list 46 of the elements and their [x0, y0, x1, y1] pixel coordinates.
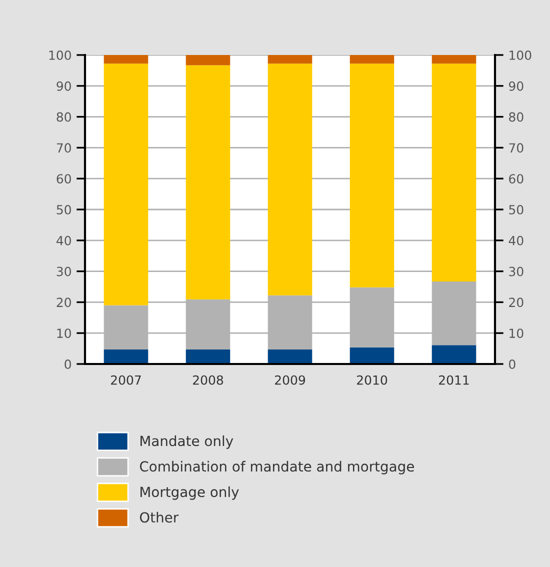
- x-tick-label: 2010: [357, 375, 388, 385]
- y-tick-label: 70: [56, 143, 71, 153]
- legend-label: Other: [140, 512, 179, 523]
- bar: [350, 347, 394, 364]
- y2-tick-label: 70: [509, 143, 524, 153]
- y-tick-label: 90: [56, 81, 71, 91]
- legend-label: Mandate only: [140, 435, 234, 449]
- y2-tick-label: 100: [510, 50, 532, 60]
- y2-tick-label: 10: [510, 328, 524, 338]
- y2-tick-label: 0: [509, 359, 516, 369]
- legend-label: Combination of mandate and mortgage: [140, 460, 414, 474]
- y2-tick-label: 80: [509, 112, 524, 122]
- y-tick-label: 50: [56, 204, 71, 214]
- y2-tick-label: 30: [509, 266, 524, 276]
- legend-label: Mortgage only: [140, 486, 239, 500]
- bar: [104, 55, 148, 64]
- y2-tick-label: 90: [508, 81, 524, 91]
- bar: [268, 55, 312, 64]
- y-tick-label: 20: [56, 298, 71, 308]
- y2-tick-label: 20: [509, 298, 524, 308]
- x-tick-label: 2008: [193, 375, 224, 385]
- y-tick-label: 0: [64, 359, 71, 369]
- bar: [268, 349, 312, 364]
- bar: [268, 64, 312, 296]
- bar: [432, 55, 476, 64]
- y-tick-label: 30: [56, 266, 71, 276]
- bar: [432, 345, 476, 364]
- y-tick-label: 40: [56, 236, 71, 246]
- y-tick-label: 100: [49, 50, 71, 60]
- bar: [432, 64, 476, 282]
- bar: [186, 55, 230, 66]
- y2-tick-label: 40: [508, 236, 524, 246]
- bar: [104, 349, 148, 364]
- x-tick-label: 2011: [439, 375, 469, 385]
- bar: [350, 64, 394, 288]
- y2-tick-label: 60: [509, 174, 524, 184]
- bar: [350, 55, 394, 64]
- y2-tick-label: 50: [509, 204, 524, 214]
- y-tick-label: 10: [57, 328, 71, 338]
- bar: [186, 349, 230, 364]
- x-tick-label: 2009: [275, 375, 306, 385]
- y-tick-label: 80: [56, 112, 71, 122]
- bar: [104, 64, 148, 306]
- x-tick-label: 2007: [111, 375, 141, 385]
- bar: [186, 65, 230, 300]
- y-tick-label: 60: [56, 174, 71, 184]
